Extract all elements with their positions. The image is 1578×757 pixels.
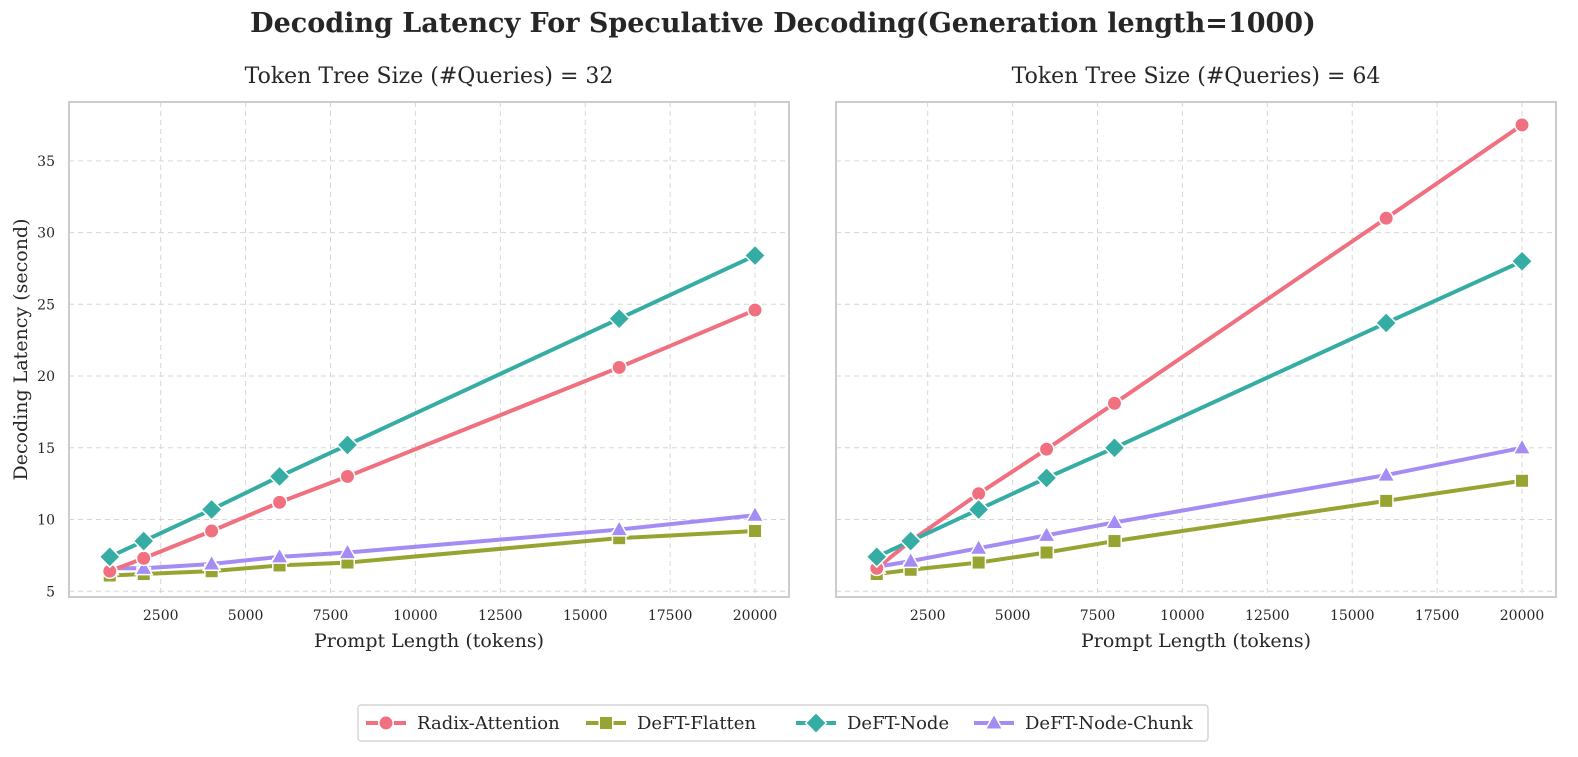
data-point-radix-attention xyxy=(135,550,152,567)
plot-frame xyxy=(68,101,790,598)
data-point-deft-node-chunk xyxy=(133,557,154,576)
data-point-deft-node-chunk xyxy=(968,537,989,556)
y-tick-label: 25 xyxy=(37,297,55,313)
chart-panel-1: 2500 5000 7500 10000 12500 15000 17500 20000 5 10… xyxy=(10,64,790,652)
data-point-deft-node xyxy=(200,498,224,521)
data-point-radix-attention xyxy=(1106,395,1123,412)
data-point-radix-attention xyxy=(203,523,220,539)
data-point-deft-flatten xyxy=(1039,545,1055,561)
x-tick-label: 7500 xyxy=(1080,608,1116,624)
x-tick-label: 17500 xyxy=(1415,608,1460,624)
data-point-radix-attention xyxy=(1514,117,1530,133)
data-point-deft-node-chunk xyxy=(745,504,765,523)
plot-frame xyxy=(835,101,1557,598)
data-point-deft-node-chunk xyxy=(1376,464,1397,483)
legend-label: Radix-Attention xyxy=(417,713,560,734)
data-point-deft-node-chunk xyxy=(269,546,290,564)
y-tick-label: 10 xyxy=(37,513,55,529)
x-tick-label: 20000 xyxy=(733,608,778,624)
data-point-radix-attention xyxy=(271,494,288,511)
data-point-deft-flatten xyxy=(1514,473,1530,489)
x-axis-label: Prompt Length (tokens) xyxy=(314,630,544,652)
legend-label: DeFT-Flatten xyxy=(637,713,756,734)
legend-item: Radix-Attention xyxy=(366,713,560,734)
data-point-deft-flatten xyxy=(1106,533,1122,549)
x-tick-label: 12500 xyxy=(478,608,523,624)
legend-marker xyxy=(984,712,1004,731)
x-tick-label: 17500 xyxy=(648,608,693,624)
legend-box xyxy=(357,704,1209,742)
legend-item: DeFT-Flatten xyxy=(586,713,756,734)
legend-marker xyxy=(598,715,614,731)
data-point-deft-flatten xyxy=(1378,493,1394,509)
panel-title: Token Tree Size (#Queries) = 64 xyxy=(1012,64,1381,89)
legend-label: DeFT-Node xyxy=(847,713,949,734)
data-point-deft-node-chunk xyxy=(1104,511,1125,530)
x-tick-label: 5000 xyxy=(995,608,1031,624)
data-point-deft-node xyxy=(336,433,359,457)
data-point-deft-node-chunk xyxy=(201,553,222,572)
data-point-radix-attention xyxy=(747,302,763,318)
data-point-deft-node-chunk xyxy=(1512,437,1532,455)
data-point-radix-attention xyxy=(1038,441,1055,458)
data-point-deft-node xyxy=(268,465,291,488)
x-tick-label: 15000 xyxy=(563,608,608,624)
data-point-radix-attention xyxy=(339,468,356,485)
x-tick-label: 5000 xyxy=(228,608,264,624)
legend-item: DeFT-Node xyxy=(796,711,949,735)
chart-panel-2: 2500 5000 7500 10000 12500 15000 17500 20000 Tok… xyxy=(835,64,1557,652)
data-point-deft-node xyxy=(899,529,923,553)
legend-label: DeFT-Node-Chunk xyxy=(1025,713,1194,734)
y-tick-label: 5 xyxy=(46,584,55,600)
data-point-deft-node xyxy=(132,529,156,553)
data-point-deft-node xyxy=(967,498,991,521)
data-point-deft-node xyxy=(1510,249,1534,273)
x-tick-label: 2500 xyxy=(143,608,179,624)
x-tick-label: 10000 xyxy=(1160,608,1205,624)
data-point-radix-attention xyxy=(1378,210,1395,227)
figure-title: Decoding Latency For Speculative Decodin… xyxy=(250,8,1316,39)
data-point-deft-flatten xyxy=(747,523,763,539)
x-tick-label: 15000 xyxy=(1330,608,1375,624)
data-point-deft-node xyxy=(1035,466,1058,490)
data-point-deft-flatten xyxy=(971,555,987,571)
y-tick-label: 35 xyxy=(37,154,55,170)
y-tick-label: 30 xyxy=(37,226,55,242)
x-tick-label: 12500 xyxy=(1245,608,1290,624)
data-point-deft-node-chunk xyxy=(609,519,630,537)
data-point-radix-attention xyxy=(611,359,628,376)
panels: 2500 5000 7500 10000 12500 15000 17500 20000 5 10… xyxy=(10,64,1557,652)
panel-title: Token Tree Size (#Queries) = 32 xyxy=(245,64,614,89)
x-axis-label: Prompt Length (tokens) xyxy=(1081,630,1311,652)
data-point-deft-node xyxy=(1374,311,1398,335)
data-point-deft-node xyxy=(607,307,631,331)
y-axis-label: Decoding Latency (second) xyxy=(10,218,32,480)
x-tick-label: 2500 xyxy=(910,608,946,624)
plot-area xyxy=(69,102,789,597)
legend-marker xyxy=(804,711,828,735)
legend-item: DeFT-Node-Chunk xyxy=(974,712,1194,734)
y-tick-label: 20 xyxy=(37,369,55,385)
x-tick-label: 7500 xyxy=(313,608,349,624)
legend-marker xyxy=(378,715,394,731)
y-tick-label: 15 xyxy=(37,441,55,457)
x-tick-label: 10000 xyxy=(393,608,438,624)
x-tick-label: 20000 xyxy=(1500,608,1545,624)
data-point-deft-node-chunk xyxy=(900,550,921,569)
data-point-deft-node xyxy=(743,244,767,267)
data-point-deft-node xyxy=(865,545,889,569)
data-point-deft-node-chunk xyxy=(1036,524,1057,543)
data-point-deft-node-chunk xyxy=(337,541,358,560)
data-point-deft-node xyxy=(1103,436,1126,460)
legend: Radix-Attention DeFT-Flatten DeFT-Node DeFT… xyxy=(357,704,1209,742)
data-point-deft-node xyxy=(98,545,122,569)
